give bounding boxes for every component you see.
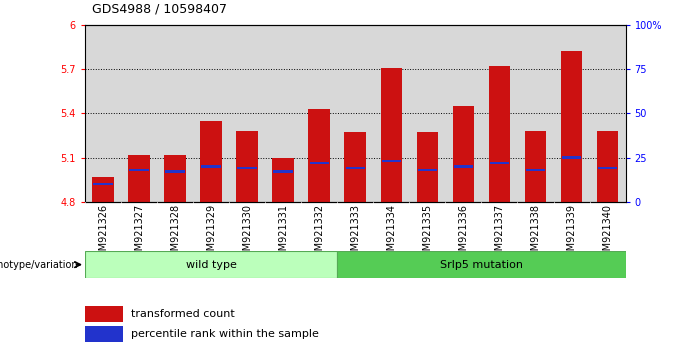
Text: GSM921326: GSM921326 — [98, 204, 108, 263]
Text: GSM921335: GSM921335 — [422, 204, 432, 263]
Bar — [345, 132, 366, 202]
Bar — [561, 51, 582, 202]
Text: GSM921337: GSM921337 — [494, 204, 505, 263]
Bar — [409, 25, 445, 202]
Text: genotype/variation: genotype/variation — [0, 259, 78, 270]
Bar — [129, 155, 150, 202]
Bar — [85, 306, 123, 321]
Bar — [85, 251, 337, 278]
Text: GSM921334: GSM921334 — [386, 204, 396, 263]
Text: GSM921329: GSM921329 — [206, 204, 216, 263]
Text: GSM921340: GSM921340 — [602, 204, 613, 263]
Bar — [265, 25, 301, 202]
Bar — [237, 131, 258, 202]
Bar — [273, 158, 294, 202]
Bar — [381, 68, 402, 202]
Text: GSM921336: GSM921336 — [458, 204, 469, 263]
Bar — [562, 156, 581, 159]
Bar — [481, 25, 517, 202]
Text: percentile rank within the sample: percentile rank within the sample — [131, 329, 319, 339]
Text: Srlp5 mutation: Srlp5 mutation — [440, 259, 523, 270]
Bar — [129, 169, 149, 171]
Bar — [201, 121, 222, 202]
Bar — [445, 25, 481, 202]
Bar — [273, 170, 293, 173]
Text: transformed count: transformed count — [131, 309, 235, 319]
Text: GSM921327: GSM921327 — [134, 204, 144, 263]
Bar — [597, 131, 618, 202]
Text: GSM921332: GSM921332 — [314, 204, 324, 263]
Bar — [157, 25, 193, 202]
Bar — [590, 25, 626, 202]
Bar — [309, 109, 330, 202]
Bar — [453, 106, 474, 202]
Bar — [418, 169, 437, 171]
Bar — [165, 155, 186, 202]
Bar — [525, 131, 546, 202]
Text: GSM921331: GSM921331 — [278, 204, 288, 263]
Bar — [93, 183, 113, 185]
Bar — [489, 66, 510, 202]
Bar — [309, 161, 329, 164]
Bar — [526, 169, 545, 171]
Bar — [337, 25, 373, 202]
Text: GSM921339: GSM921339 — [566, 204, 577, 263]
Bar — [454, 165, 473, 168]
Bar — [417, 132, 438, 202]
Bar — [193, 25, 229, 202]
Bar — [517, 25, 554, 202]
Bar — [121, 25, 157, 202]
Text: GSM921338: GSM921338 — [530, 204, 541, 263]
Bar — [598, 167, 617, 170]
Bar — [92, 177, 114, 202]
Text: GDS4988 / 10598407: GDS4988 / 10598407 — [92, 3, 227, 16]
Text: GSM921328: GSM921328 — [170, 204, 180, 263]
Text: GSM921330: GSM921330 — [242, 204, 252, 263]
Text: wild type: wild type — [186, 259, 237, 270]
Bar — [301, 25, 337, 202]
Bar — [237, 167, 257, 170]
Text: GSM921333: GSM921333 — [350, 204, 360, 263]
Bar — [201, 165, 221, 168]
Bar — [85, 25, 121, 202]
Bar — [381, 160, 401, 162]
Bar — [337, 251, 626, 278]
Bar — [229, 25, 265, 202]
Bar — [165, 170, 185, 173]
Bar — [373, 25, 409, 202]
Bar — [345, 167, 365, 170]
Bar — [554, 25, 590, 202]
Bar — [85, 326, 123, 342]
Bar — [490, 161, 509, 164]
